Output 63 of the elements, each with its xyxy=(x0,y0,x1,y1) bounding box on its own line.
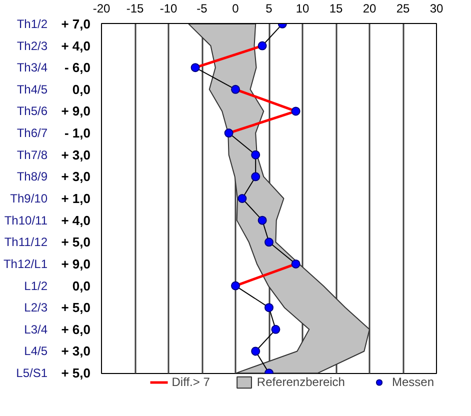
point xyxy=(264,238,274,247)
y-tick-label: Th5/6 xyxy=(16,104,48,118)
text: + 4,0 xyxy=(61,38,91,54)
text: 0,0 xyxy=(72,278,91,294)
x-tick-label: 0 xyxy=(232,2,240,16)
y-tick-label: L4/5 xyxy=(24,344,48,358)
x-tick-label: 15 xyxy=(329,2,343,16)
text: 0,0 xyxy=(72,82,91,97)
text: + 6,0 xyxy=(61,322,91,337)
text: + 5,0 xyxy=(61,366,91,381)
text: + 4,0 xyxy=(61,212,91,228)
text: + 3,0 xyxy=(61,169,91,184)
y-tick-label: L3/4 xyxy=(24,322,48,336)
y-tick-label: Th11/12 xyxy=(4,235,48,250)
legend-label: Diff.> 7 xyxy=(172,375,210,389)
text: + 7,0 xyxy=(61,16,91,32)
x-tick-label: -10 xyxy=(160,2,178,16)
text: + 3,0 xyxy=(61,344,91,359)
x-tick-label: 10 xyxy=(296,2,310,16)
point xyxy=(251,346,260,356)
y-tick-label: L2/3 xyxy=(24,300,48,315)
text: - 1,0 xyxy=(64,126,91,141)
text: + 3,0 xyxy=(61,147,91,162)
y-tick-label: L1/2 xyxy=(24,278,48,293)
point xyxy=(258,41,267,50)
text: + 5,0 xyxy=(61,300,91,316)
x-tick-label: 25 xyxy=(396,2,410,16)
point xyxy=(251,150,260,160)
point xyxy=(231,84,240,94)
point xyxy=(271,324,280,334)
y-tick-label: Th7/8 xyxy=(16,148,48,162)
text: + 9,0 xyxy=(61,256,91,272)
legend-label: Referenzbereich xyxy=(256,375,345,389)
y-tick-label: Th6/7 xyxy=(16,126,48,140)
x-tick-label: -15 xyxy=(126,2,144,16)
text: + 9,0 xyxy=(61,104,91,119)
y-tick-label: Th2/3 xyxy=(16,38,48,53)
y-tick-label: Th3/4 xyxy=(16,60,48,75)
point xyxy=(264,303,274,312)
text: + 5,0 xyxy=(61,234,91,250)
text: + 1,0 xyxy=(61,191,91,206)
text: - 6,0 xyxy=(64,60,91,76)
point xyxy=(190,63,200,72)
x-tick-label: 30 xyxy=(430,2,444,16)
point xyxy=(258,216,267,225)
y-tick-label: Th4/5 xyxy=(16,82,48,96)
y-tick-label: Th1/2 xyxy=(16,16,48,31)
point xyxy=(224,128,234,138)
point xyxy=(291,259,300,268)
y-tick-label: Th12/L1 xyxy=(3,256,48,271)
y-tick-label: Th8/9 xyxy=(16,170,48,184)
x-tick-label: 5 xyxy=(266,2,273,16)
point xyxy=(231,281,240,290)
legend-label: Messen xyxy=(392,375,434,389)
point xyxy=(291,106,300,116)
x-tick-label: -20 xyxy=(92,2,110,16)
y-tick-label: L5/S1 xyxy=(16,366,48,380)
point xyxy=(238,194,247,203)
x-tick-label: 20 xyxy=(362,2,376,16)
x-tick-label: -5 xyxy=(196,2,208,16)
point xyxy=(251,172,260,182)
y-tick-label: Th10/11 xyxy=(4,213,48,228)
y-tick-label: Th9/10 xyxy=(10,192,48,206)
